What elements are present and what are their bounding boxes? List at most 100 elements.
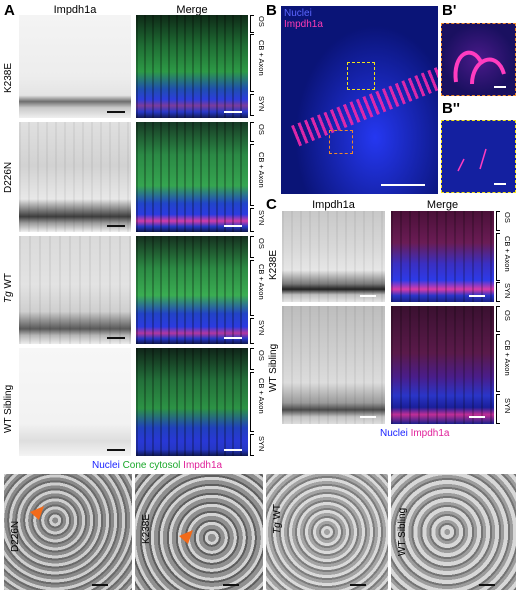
layer-bracket-os	[250, 15, 254, 33]
panel-b-inset-box-yellow	[347, 62, 375, 90]
panel-d-label-tg-wt: Tg WT	[272, 504, 283, 534]
layer-label-os: OS	[257, 238, 266, 249]
panel-c-legend: Nuclei Impdh1a	[380, 428, 450, 439]
layer-bracket-syn	[496, 282, 500, 302]
scale-bar	[223, 584, 239, 586]
panel-d-d226n-em-image: D226N	[4, 474, 132, 590]
layer-label-os: OS	[257, 350, 266, 361]
layer-label-os: OS	[257, 124, 266, 135]
panel-a-col-title-impdh1a: Impdh1a	[53, 4, 97, 16]
scale-bar	[224, 225, 242, 227]
layer-bracket-syn	[250, 208, 254, 232]
scale-bar	[224, 337, 242, 339]
panel-a-row-label-d226n: D226N	[3, 161, 14, 193]
scale-bar	[107, 337, 125, 339]
panel-c-wt-sibling-impdh1a-image	[282, 306, 385, 424]
legend-nuclei: Nuclei	[380, 428, 408, 439]
layer-bracket-os	[496, 211, 500, 231]
layer-bracket-os	[250, 236, 254, 258]
layer-bracket-syn	[250, 318, 254, 344]
layer-bracket-cb	[496, 233, 500, 281]
layer-label-cb: CB + Axon	[503, 236, 512, 272]
scale-bar	[479, 584, 495, 586]
panel-b-impdh1a-band	[291, 39, 438, 147]
layer-label-syn: SYN	[257, 320, 266, 336]
layer-label-syn: SYN	[503, 283, 512, 299]
layer-label-os: OS	[503, 212, 512, 223]
scale-bar	[469, 295, 485, 297]
layer-bracket-cb	[250, 260, 254, 316]
panel-b-prime-image	[441, 23, 516, 96]
panel-a-tg-wt-merge-image	[136, 236, 248, 344]
legend-impdh1a: Impdh1a	[183, 460, 223, 471]
panel-b-image: Nuclei Impdh1a	[281, 6, 438, 194]
scale-bar	[224, 449, 242, 451]
layer-label-cb: CB + Axon	[257, 152, 266, 188]
panel-c-col-title-merge: Merge	[426, 199, 459, 211]
panel-c-col-title-impdh1a: Impdh1a	[312, 199, 355, 211]
layer-label-syn: SYN	[257, 436, 266, 452]
scale-bar	[107, 111, 125, 113]
scale-bar	[469, 416, 485, 418]
panel-d-wt-sibling-em-image: WT Sibling	[391, 474, 516, 590]
layer-label-cb: CB + Axon	[257, 40, 266, 76]
panel-b-legend-impdh1a: Impdh1a	[284, 19, 323, 30]
scale-bar	[107, 225, 125, 227]
panel-d-label-k238e: K238E	[141, 513, 152, 544]
panel-d-k238e-em-image: K238E	[135, 474, 263, 590]
panel-a-row-label-k238e: K238E	[3, 62, 14, 93]
panel-a-k238e-merge-image	[136, 15, 248, 118]
panel-b-legend-nuclei: Nuclei	[284, 8, 312, 19]
panel-c-k238e-merge-image	[391, 211, 494, 302]
layer-bracket-syn	[496, 394, 500, 424]
layer-bracket-cb	[250, 144, 254, 206]
panel-a-col-title-merge: Merge	[176, 4, 208, 16]
scale-bar	[92, 584, 108, 586]
scale-bar	[360, 416, 376, 418]
panel-a-legend: Nuclei Cone cytosol Impdh1a	[92, 460, 222, 471]
scale-bar	[381, 184, 425, 186]
panel-letter-b: B	[266, 2, 277, 19]
panel-letter-c: C	[266, 196, 277, 213]
panel-a-d226n-merge-image	[136, 122, 248, 232]
panel-letter-a: A	[4, 2, 15, 19]
panel-d-label-d226n: D226N	[10, 520, 21, 552]
panel-d-tg-wt-em-image: Tg WT	[266, 474, 388, 590]
panel-a-row-label-tg-wt: Tg WT	[3, 273, 14, 303]
panel-a-wt-sibling-impdh1a-image	[19, 348, 131, 456]
legend-impdh1a: Impdh1a	[410, 428, 450, 439]
layer-label-syn: SYN	[257, 96, 266, 112]
layer-bracket-os	[496, 306, 500, 332]
panel-a-row-label-wt-sibling: WT Sibling	[3, 384, 14, 433]
layer-bracket-os	[250, 348, 254, 370]
panel-b-inset-box-orange	[329, 130, 353, 154]
panel-a-wt-sibling-merge-image	[136, 348, 248, 456]
panel-letter-b-prime: B'	[442, 2, 457, 19]
layer-bracket-os	[250, 122, 254, 142]
scale-bar	[107, 449, 125, 451]
panel-c-row-label-k238e: K238E	[268, 249, 279, 280]
layer-label-syn: SYN	[257, 210, 266, 226]
layer-bracket-cb	[250, 34, 254, 92]
panel-c-wt-sibling-merge-image	[391, 306, 494, 424]
scale-bar	[360, 295, 376, 297]
layer-label-os: OS	[257, 16, 266, 27]
layer-label-os: OS	[503, 310, 512, 321]
legend-cone-cytosol: Cone cytosol	[122, 460, 181, 471]
layer-bracket-cb	[250, 372, 254, 432]
panel-b-dprime-filaments	[457, 148, 487, 172]
arrowhead-icon	[30, 506, 44, 520]
scale-bar	[494, 183, 506, 185]
layer-label-syn: SYN	[503, 398, 512, 414]
legend-nuclei: Nuclei	[92, 460, 120, 471]
panel-letter-b-dprime: B''	[442, 100, 460, 117]
scale-bar	[494, 86, 506, 88]
panel-d-label-wt-sibling: WT Sibling	[397, 507, 408, 556]
panel-a-k238e-impdh1a-image	[19, 15, 131, 118]
panel-a-tg-wt-impdh1a-image	[19, 236, 131, 344]
panel-c-row-label-wt-sibling: WT Sibling	[268, 343, 279, 392]
panel-c-k238e-impdh1a-image	[282, 211, 385, 302]
panel-a-d226n-impdh1a-image	[19, 122, 131, 232]
panel-b-prime-filaments	[453, 50, 506, 85]
scale-bar	[224, 111, 242, 113]
